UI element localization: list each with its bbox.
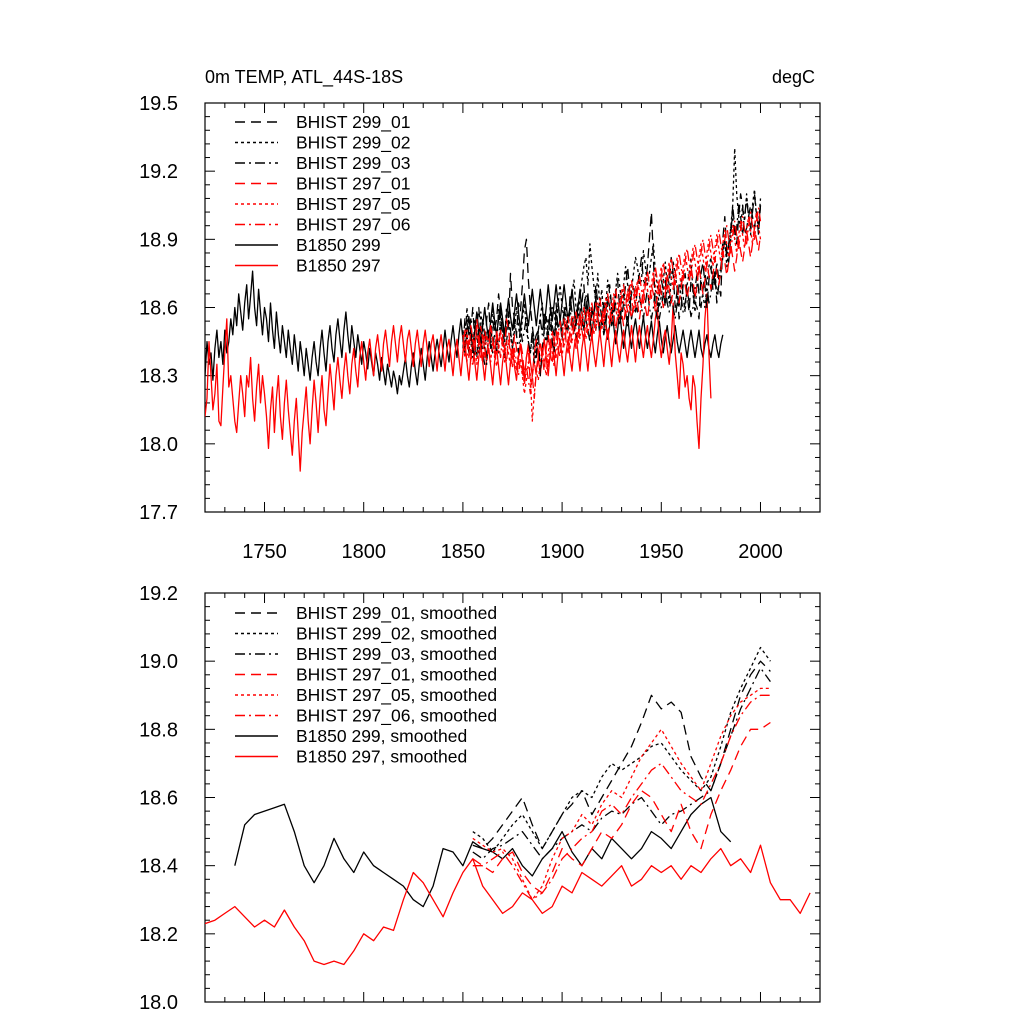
- panel0-y-tick-label: 18.9: [139, 229, 178, 251]
- panel0-legend-label: BHIST 297_06: [296, 215, 410, 236]
- panel1-y-tick-label: 18.2: [139, 924, 178, 946]
- panel0-x-tick-label: 1800: [341, 541, 386, 563]
- panel0-title: 0m TEMP, ATL_44S-18S: [205, 67, 403, 88]
- panel1-series-b1850-297-smoothed: [205, 844, 811, 966]
- panel1-legend-label: BHIST 299_02, smoothed: [296, 624, 497, 645]
- panel1-y-tick-label: 19.0: [139, 651, 178, 673]
- panel0-legend-label: BHIST 299_02: [296, 133, 410, 154]
- panel1-series-group: [205, 646, 811, 966]
- panel0-units-label: degC: [772, 67, 815, 87]
- panel1-series-bhist-299-03-smoothed: [472, 667, 771, 860]
- panel1-legend-label: BHIST 297_06, smoothed: [296, 706, 497, 727]
- panel0-x-tick-label: 1850: [441, 541, 486, 563]
- panel0-legend-label: B1850 299: [296, 235, 381, 255]
- panel0-series-bhist-297-06: [462, 206, 762, 395]
- panel0-x-tick-label: 1750: [242, 541, 287, 563]
- panel1-series-bhist-297-06-smoothed: [472, 694, 771, 901]
- panel1-y-tick-label: 18.4: [139, 856, 178, 878]
- panel0-y-tick-label: 19.2: [139, 161, 178, 183]
- panel0-x-tick-label: 1900: [540, 541, 585, 563]
- panel0-x-tick-label: 2000: [738, 541, 783, 563]
- panel1-legend-label: B1850 299, smoothed: [296, 726, 467, 746]
- panel1-legend-label: BHIST 297_05, smoothed: [296, 685, 497, 706]
- panel1-y-tick-label: 19.2: [139, 583, 178, 605]
- panel1-y-tick-label: 18.6: [139, 788, 178, 810]
- panel1-legend-label: BHIST 297_01, smoothed: [296, 665, 497, 686]
- panel1-legend-label: BHIST 299_01, smoothed: [296, 603, 497, 624]
- panel1-series-bhist-297-01-smoothed: [472, 721, 771, 894]
- panel1-legend-label: B1850 297, smoothed: [296, 747, 467, 767]
- panel0-y-tick-label: 18.3: [139, 366, 178, 388]
- panel0-series-b1850-297: [205, 293, 712, 472]
- top-panel: 1750 1800 1850 1900 1950 2000 17.7 18.0 18.3 18.6…: [139, 67, 821, 563]
- panel1-y-tick-label: 18.8: [139, 719, 178, 741]
- panel0-y-tick-label: 18.6: [139, 298, 178, 320]
- panel1-y-tick-label: 18.0: [139, 992, 178, 1014]
- panel0-y-tick-label: 19.5: [139, 93, 178, 115]
- panel0-legend-label: BHIST 297_05: [296, 194, 410, 215]
- panel0-series-bhist-299-03: [462, 193, 762, 365]
- bottom-panel: 18.0 18.2 18.4 18.6 18.8 19.0 19.2 BHIST 299_01…: [139, 583, 821, 1014]
- panel0-legend-label: BHIST 299_03: [296, 153, 410, 174]
- panel0-legend-label: BHIST 297_01: [296, 174, 410, 195]
- panel0-legend-label: BHIST 299_01: [296, 112, 410, 133]
- panel0-y-tick-label: 18.0: [139, 434, 178, 456]
- panel0-series-bhist-297-01: [462, 227, 762, 400]
- panel1-legend-label: BHIST 299_03, smoothed: [296, 644, 497, 665]
- panel1-series-b1850-299-smoothed: [234, 796, 732, 908]
- panel0-series-bhist-299-01: [462, 193, 762, 377]
- panel0-x-tick-label: 1950: [639, 541, 684, 563]
- panel1-series-bhist-299-01-smoothed: [472, 660, 771, 850]
- panel0-series-group: [205, 147, 762, 472]
- panel0-legend-label: B1850 297: [296, 256, 381, 276]
- panel0-y-tick-label: 17.7: [139, 502, 178, 524]
- panel0-series-bhist-297-05: [462, 211, 762, 422]
- panel1-series-bhist-297-05-smoothed: [472, 687, 771, 901]
